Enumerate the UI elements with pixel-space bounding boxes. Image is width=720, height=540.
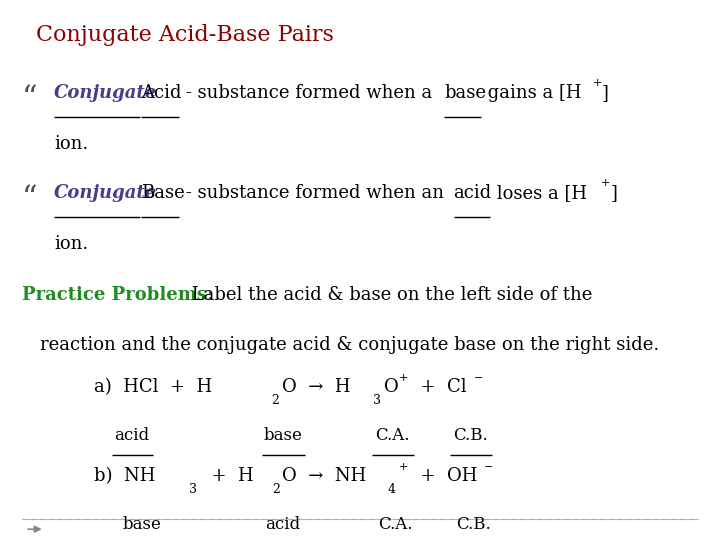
Text: base: base [264,427,302,443]
Text: b)  NH: b) NH [94,467,155,485]
Text: C.A.: C.A. [378,516,413,532]
Text: base: base [444,84,486,102]
Text: base: base [122,516,161,532]
Text: ion.: ion. [54,235,89,253]
Text: ]: ] [602,84,609,102]
Text: C.B.: C.B. [456,516,490,532]
Text: a)  HCl  +  H: a) HCl + H [94,378,212,396]
Text: “: “ [22,84,37,114]
Text: O  →  H: O → H [282,378,351,396]
Text: Base: Base [141,184,185,201]
Text: O: O [384,378,399,396]
Text: +: + [399,462,408,472]
Text: +: + [601,178,611,188]
Text: 2: 2 [271,394,279,407]
Text: +  Cl: + Cl [409,378,467,396]
Text: reaction and the conjugate acid & conjugate base on the right side.: reaction and the conjugate acid & conjug… [40,336,659,354]
Text: 3: 3 [189,483,197,496]
Text: acid: acid [454,184,492,201]
Text: +: + [399,373,408,383]
Text: +  H: + H [200,467,253,485]
Text: Acid: Acid [141,84,181,102]
Text: Conjugate: Conjugate [54,84,157,102]
Text: +  OH: + OH [409,467,477,485]
Text: - substance formed when a: - substance formed when a [180,84,438,102]
Text: Label the acid & base on the left side of the: Label the acid & base on the left side o… [186,286,592,304]
Text: 4: 4 [387,483,395,496]
Text: gains a [H: gains a [H [482,84,582,102]
Text: “: “ [22,184,37,214]
Text: Conjugate Acid-Base Pairs: Conjugate Acid-Base Pairs [36,24,334,46]
Text: O  →  NH: O → NH [282,467,366,485]
Text: ion.: ion. [54,135,89,153]
Text: +: + [593,78,602,89]
Text: 2: 2 [272,483,280,496]
Text: acid: acid [114,427,149,443]
Text: ]: ] [611,184,618,201]
Text: −: − [484,462,493,472]
Text: acid: acid [266,516,300,532]
Text: Practice Problems:: Practice Problems: [22,286,213,304]
Text: loses a [H: loses a [H [491,184,587,201]
Text: 3: 3 [373,394,381,407]
Text: - substance formed when an: - substance formed when an [180,184,450,201]
Text: −: − [474,373,483,383]
Text: Conjugate: Conjugate [54,184,157,201]
Text: C.A.: C.A. [375,427,410,443]
Text: C.B.: C.B. [453,427,487,443]
